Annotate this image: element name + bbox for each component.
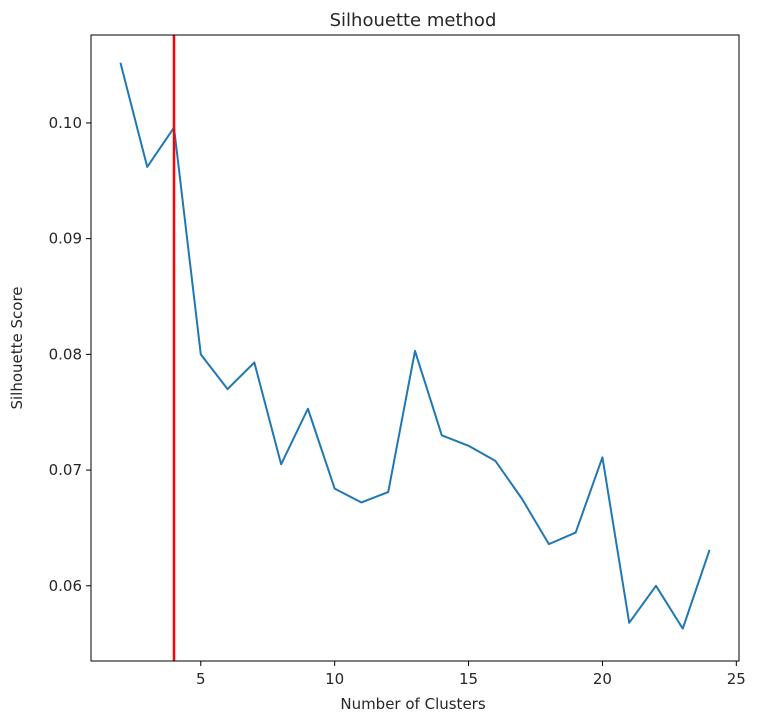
data-point bbox=[681, 627, 685, 631]
data-point bbox=[600, 455, 604, 459]
data-point bbox=[333, 487, 337, 491]
x-tick-label: 5 bbox=[196, 670, 206, 688]
x-tick-label: 10 bbox=[325, 670, 344, 688]
data-point bbox=[493, 459, 497, 463]
data-point bbox=[145, 165, 149, 169]
data-point bbox=[708, 548, 712, 552]
y-tick-label: 0.08 bbox=[49, 345, 82, 363]
y-tick-label: 0.10 bbox=[49, 114, 82, 132]
data-point bbox=[279, 462, 283, 466]
data-point bbox=[413, 349, 417, 353]
data-point bbox=[440, 433, 444, 437]
series-line-0 bbox=[119, 62, 711, 630]
data-point bbox=[386, 490, 390, 494]
data-point bbox=[306, 407, 310, 411]
data-point bbox=[547, 542, 551, 546]
data-point bbox=[467, 444, 471, 448]
x-tick-label: 25 bbox=[727, 670, 746, 688]
data-point bbox=[520, 497, 524, 501]
y-axis-label: Silhouette Score bbox=[8, 286, 26, 409]
data-point bbox=[118, 61, 122, 65]
data-point bbox=[252, 360, 256, 364]
x-tick-label: 20 bbox=[593, 670, 612, 688]
plot-area bbox=[118, 35, 712, 661]
x-axis-ticks: 5 10 15 20 25 bbox=[196, 661, 746, 688]
chart-title: Silhouette method bbox=[330, 10, 497, 31]
y-tick-label: 0.06 bbox=[49, 577, 82, 595]
data-point bbox=[226, 387, 230, 391]
data-point bbox=[199, 352, 203, 356]
x-tick-label: 15 bbox=[459, 670, 478, 688]
axes-frame bbox=[90, 34, 740, 662]
y-axis-ticks: 0.06 0.07 0.08 0.09 0.10 bbox=[49, 114, 91, 595]
data-point bbox=[654, 584, 658, 588]
data-point bbox=[359, 500, 363, 504]
y-tick-label: 0.09 bbox=[49, 230, 82, 248]
y-tick-label: 0.07 bbox=[49, 461, 82, 479]
data-point bbox=[627, 621, 631, 625]
data-point bbox=[574, 531, 578, 535]
x-axis-label: Number of Clusters bbox=[340, 695, 485, 713]
